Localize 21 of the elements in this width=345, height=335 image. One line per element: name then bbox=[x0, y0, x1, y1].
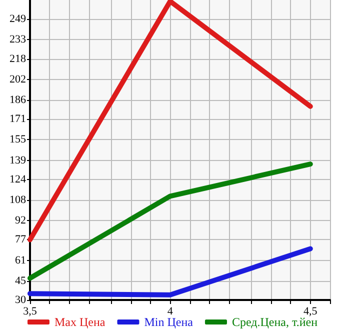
y-tick-label: 30 bbox=[15, 294, 26, 306]
legend-label: Min Цена bbox=[144, 315, 194, 329]
y-tick-label: 218 bbox=[10, 52, 26, 65]
x-tick-label: 4 bbox=[167, 306, 174, 318]
y-tick-label: 202 bbox=[10, 73, 26, 86]
y-tick-label: 77 bbox=[15, 234, 26, 246]
y-tick-label: 249 bbox=[10, 13, 26, 26]
y-tick-label: 124 bbox=[10, 173, 26, 186]
y-tick-label: 108 bbox=[10, 194, 26, 206]
y-tick-label: 139 bbox=[10, 154, 26, 166]
y-tick-label: 186 bbox=[10, 94, 26, 106]
y-tick-label: 155 bbox=[10, 134, 26, 146]
legend-label: Сред.Цена, т.йен bbox=[232, 315, 318, 329]
y-tick-label: 171 bbox=[10, 113, 26, 126]
x-tick-label: 4,5 bbox=[304, 306, 318, 318]
y-tick-label: 45 bbox=[15, 274, 26, 287]
x-tick-label: 3,5 bbox=[23, 306, 38, 318]
y-tick-label: 233 bbox=[10, 34, 26, 46]
legend-label: Max Цена bbox=[54, 315, 106, 329]
y-tick-label: 61 bbox=[15, 254, 26, 266]
y-tick-label: 92 bbox=[15, 214, 26, 227]
